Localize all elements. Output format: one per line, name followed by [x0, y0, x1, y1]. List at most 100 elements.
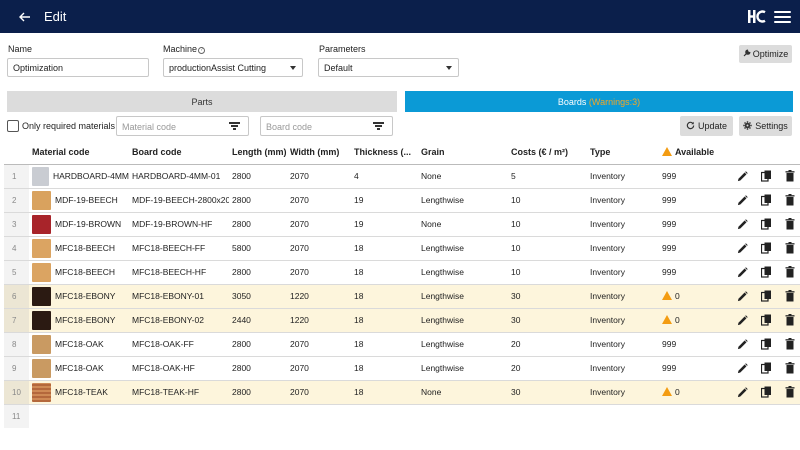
tab-boards[interactable]: Boards (Warnings:3) — [405, 91, 793, 112]
material-code-cell[interactable]: MFC18-TEAK — [29, 380, 129, 405]
type-cell[interactable]: Inventory — [587, 164, 659, 189]
available-cell[interactable]: 999 — [659, 356, 728, 381]
table-row[interactable]: 6 MFC18-EBONY MFC18-EBONY-01 3050 1220 18 Leng… — [4, 284, 800, 309]
type-cell[interactable]: Inventory — [587, 356, 659, 381]
pencil-icon[interactable] — [735, 289, 749, 303]
column-header-grain[interactable]: Grain — [418, 140, 508, 165]
grain-cell[interactable]: None — [418, 164, 508, 189]
trash-icon[interactable] — [783, 265, 797, 279]
thickness-cell[interactable]: 18 — [351, 380, 418, 405]
available-cell[interactable]: 0 — [659, 380, 728, 405]
copy-icon[interactable] — [759, 241, 773, 255]
width-cell[interactable]: 2070 — [287, 356, 351, 381]
costs-cell[interactable]: 30 — [508, 380, 587, 405]
board-code-cell[interactable]: MFC18-BEECH-FF — [129, 236, 229, 261]
width-cell[interactable]: 2070 — [287, 332, 351, 357]
optimize-button[interactable]: Optimize — [739, 45, 792, 63]
hamburger-menu-icon[interactable] — [774, 8, 791, 25]
copy-icon[interactable] — [759, 313, 773, 327]
filter-icon[interactable] — [373, 122, 384, 131]
available-cell[interactable]: 0 — [659, 308, 728, 333]
type-cell[interactable]: Inventory — [587, 332, 659, 357]
thickness-cell[interactable]: 19 — [351, 212, 418, 237]
costs-cell[interactable]: 10 — [508, 236, 587, 261]
table-row[interactable]: 11 — [4, 404, 800, 428]
board-code-cell[interactable]: MFC18-BEECH-HF — [129, 260, 229, 285]
machine-select[interactable]: productionAssist Cutting — [163, 58, 303, 77]
width-cell[interactable]: 2070 — [287, 188, 351, 213]
column-header-width[interactable]: Width (mm) — [287, 140, 351, 165]
width-cell[interactable]: 2070 — [287, 212, 351, 237]
length-cell[interactable]: 2800 — [229, 260, 287, 285]
copy-icon[interactable] — [759, 361, 773, 375]
costs-cell[interactable]: 10 — [508, 212, 587, 237]
material-code-filter[interactable]: Material code — [116, 116, 249, 136]
width-cell[interactable]: 2070 — [287, 260, 351, 285]
thickness-cell[interactable]: 18 — [351, 236, 418, 261]
available-cell[interactable]: 0 — [659, 284, 728, 309]
length-cell[interactable]: 2800 — [229, 380, 287, 405]
material-code-cell[interactable]: MFC18-EBONY — [29, 284, 129, 309]
table-row[interactable]: 2 MDF-19-BEECH MDF-19-BEECH-2800x2070 2800 2… — [4, 188, 800, 213]
grain-cell[interactable]: None — [418, 380, 508, 405]
column-header-length[interactable]: Length (mm) — [229, 140, 287, 165]
column-header-material-code[interactable]: Material code — [29, 140, 129, 165]
length-cell[interactable]: 2800 — [229, 356, 287, 381]
available-cell[interactable]: 999 — [659, 332, 728, 357]
trash-icon[interactable] — [783, 217, 797, 231]
column-header-thickness[interactable]: Thickness (... — [351, 140, 418, 165]
material-code-cell[interactable]: MFC18-BEECH — [29, 236, 129, 261]
grain-cell[interactable]: Lengthwise — [418, 332, 508, 357]
costs-cell[interactable]: 10 — [508, 260, 587, 285]
costs-cell[interactable]: 5 — [508, 164, 587, 189]
available-cell[interactable]: 999 — [659, 164, 728, 189]
costs-cell[interactable]: 20 — [508, 356, 587, 381]
trash-icon[interactable] — [783, 169, 797, 183]
copy-icon[interactable] — [759, 217, 773, 231]
pencil-icon[interactable] — [735, 169, 749, 183]
copy-icon[interactable] — [759, 289, 773, 303]
thickness-cell[interactable]: 18 — [351, 308, 418, 333]
trash-icon[interactable] — [783, 385, 797, 399]
grain-cell[interactable]: Lengthwise — [418, 188, 508, 213]
copy-icon[interactable] — [759, 337, 773, 351]
available-cell[interactable]: 999 — [659, 236, 728, 261]
pencil-icon[interactable] — [735, 361, 749, 375]
material-code-cell[interactable]: MFC18-OAK — [29, 356, 129, 381]
board-code-filter[interactable]: Board code — [260, 116, 393, 136]
board-code-cell[interactable]: MFC18-TEAK-HF — [129, 380, 229, 405]
costs-cell[interactable]: 30 — [508, 308, 587, 333]
table-row[interactable]: 7 MFC18-EBONY MFC18-EBONY-02 2440 1220 18 Leng… — [4, 308, 800, 333]
board-code-cell[interactable]: MFC18-EBONY-01 — [129, 284, 229, 309]
trash-icon[interactable] — [783, 289, 797, 303]
material-code-cell[interactable]: MDF-19-BEECH — [29, 188, 129, 213]
type-cell[interactable]: Inventory — [587, 212, 659, 237]
board-code-cell[interactable]: HARDBOARD-4MM-01 — [129, 164, 229, 189]
filter-icon[interactable] — [229, 122, 240, 131]
costs-cell[interactable]: 10 — [508, 188, 587, 213]
width-cell[interactable]: 1220 — [287, 284, 351, 309]
length-cell[interactable]: 2800 — [229, 212, 287, 237]
board-code-cell[interactable]: MFC18-EBONY-02 — [129, 308, 229, 333]
thickness-cell[interactable]: 4 — [351, 164, 418, 189]
length-cell[interactable]: 2800 — [229, 332, 287, 357]
length-cell[interactable]: 5800 — [229, 236, 287, 261]
costs-cell[interactable]: 30 — [508, 284, 587, 309]
update-button[interactable]: Update — [680, 116, 733, 136]
type-cell[interactable]: Inventory — [587, 308, 659, 333]
settings-button[interactable]: Settings — [739, 116, 792, 136]
pencil-icon[interactable] — [735, 217, 749, 231]
grain-cell[interactable]: Lengthwise — [418, 356, 508, 381]
trash-icon[interactable] — [783, 337, 797, 351]
pencil-icon[interactable] — [735, 241, 749, 255]
back-arrow-icon[interactable] — [16, 8, 34, 26]
board-code-cell[interactable]: MFC18-OAK-FF — [129, 332, 229, 357]
pencil-icon[interactable] — [735, 313, 749, 327]
board-code-cell[interactable]: MDF-19-BROWN-HF — [129, 212, 229, 237]
type-cell[interactable]: Inventory — [587, 236, 659, 261]
type-cell[interactable]: Inventory — [587, 284, 659, 309]
length-cell[interactable]: 2440 — [229, 308, 287, 333]
thickness-cell[interactable]: 18 — [351, 332, 418, 357]
type-cell[interactable]: Inventory — [587, 380, 659, 405]
table-row[interactable]: 5 MFC18-BEECH MFC18-BEECH-HF 2800 2070 18 Leng… — [4, 260, 800, 285]
